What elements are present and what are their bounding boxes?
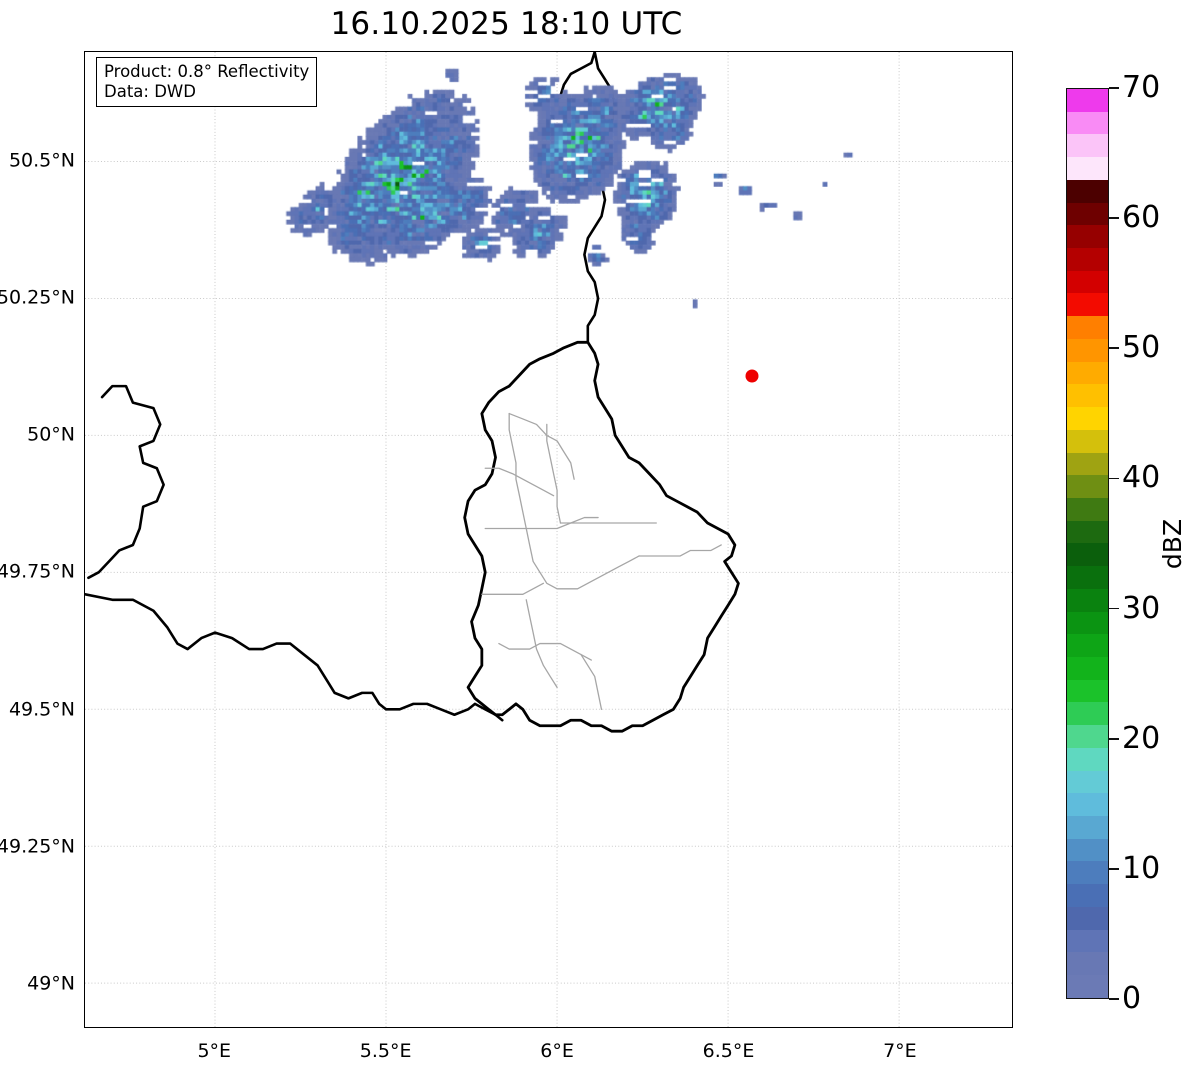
y-tick-label: 49°N [27, 972, 75, 995]
y-tick-label: 49.25°N [0, 835, 75, 858]
x-tick-label: 5.5°E [359, 1040, 412, 1062]
colorbar-segment [1067, 316, 1108, 339]
colorbar-segment [1067, 338, 1108, 362]
colorbar-segment [1067, 157, 1108, 180]
colorbar-segment [1067, 361, 1108, 385]
colorbar-segment [1067, 429, 1108, 453]
colorbar-segment [1067, 134, 1108, 158]
colorbar-segment [1067, 725, 1108, 748]
colorbar-tick [1109, 477, 1119, 480]
y-tick-label: 50.5°N [8, 149, 75, 172]
colorbar-tick-label: 70 [1122, 70, 1161, 105]
colorbar-segment [1067, 884, 1108, 907]
colorbar-segment [1067, 566, 1108, 589]
colorbar-tick-label: 50 [1122, 330, 1161, 366]
colorbar-tick [1109, 737, 1119, 740]
colorbar-tick [1109, 87, 1119, 89]
info-data-line: Data: DWD [104, 81, 196, 101]
y-tick-label: 49.5°N [8, 698, 75, 721]
colorbar-label: dBZ [1158, 518, 1187, 570]
colorbar-segment [1067, 384, 1108, 408]
radar-reflectivity-layer [85, 52, 1012, 1027]
colorbar-tick [1109, 347, 1119, 350]
colorbar-segment [1067, 838, 1108, 862]
colorbar-segment [1067, 452, 1108, 476]
colorbar-tick [1109, 998, 1119, 1000]
info-product-line: Product: 0.8° Reflectivity [104, 62, 310, 81]
colorbar-segment [1067, 520, 1108, 544]
colorbar-tick [1109, 607, 1119, 610]
figure-title: 16.10.2025 18:10 UTC [330, 6, 683, 42]
colorbar-segment [1067, 225, 1108, 249]
marker-layer [85, 52, 1012, 1027]
colorbar-segment [1067, 770, 1108, 794]
y-tick-label: 49.75°N [0, 560, 75, 583]
colorbar-segment [1067, 588, 1108, 612]
colorbar-tick-label: 30 [1122, 590, 1161, 626]
colorbar-segment [1067, 270, 1108, 294]
colorbar-segment [1067, 111, 1108, 135]
product-info-box: Product: 0.8° Reflectivity Data: DWD [96, 57, 318, 107]
colorbar-segment [1067, 543, 1108, 567]
colorbar-segment [1067, 793, 1108, 816]
colorbar-segment [1067, 89, 1108, 112]
map-axes[interactable] [84, 51, 1013, 1028]
y-tick-label: 50°N [27, 423, 75, 446]
colorbar-tick-label: 0 [1122, 981, 1142, 1016]
colorbar-segment [1067, 407, 1108, 430]
colorbar-segment [1067, 861, 1108, 885]
colorbar-tick [1109, 217, 1119, 219]
colorbar-segment [1067, 248, 1108, 271]
y-tick-label: 50.25°N [0, 286, 75, 309]
radar-echo-canvas [85, 52, 1012, 1027]
colorbar-segment [1067, 816, 1108, 839]
colorbar-tick-label: 20 [1122, 720, 1161, 756]
radar-site-marker[interactable] [745, 369, 759, 383]
colorbar-segment [1067, 702, 1108, 726]
colorbar-segment [1067, 293, 1108, 317]
colorbar-segment [1067, 179, 1108, 203]
x-tick-label: 5°E [197, 1040, 232, 1062]
colorbar-segment [1067, 202, 1108, 226]
colorbar-tick [1109, 868, 1119, 870]
x-tick-label: 6.5°E [702, 1040, 755, 1062]
colorbar-segment [1067, 656, 1108, 680]
colorbar-segment [1067, 634, 1108, 657]
colorbar-segment [1067, 952, 1108, 976]
x-tick-label: 6°E [540, 1040, 574, 1062]
colorbar-tick-label: 10 [1122, 850, 1161, 886]
colorbar[interactable] [1066, 88, 1109, 999]
colorbar-segment [1067, 906, 1108, 930]
colorbar-segment [1067, 679, 1108, 703]
colorbar-segment [1067, 611, 1108, 635]
colorbar-segment [1067, 475, 1108, 498]
colorbar-segment [1067, 929, 1108, 953]
colorbar-segment [1067, 497, 1108, 521]
colorbar-segment [1067, 975, 1108, 998]
colorbar-tick-label: 60 [1122, 200, 1161, 236]
colorbar-tick-label: 40 [1122, 460, 1161, 496]
colorbar-segment [1067, 747, 1108, 771]
x-tick-label: 7°E [883, 1040, 917, 1062]
